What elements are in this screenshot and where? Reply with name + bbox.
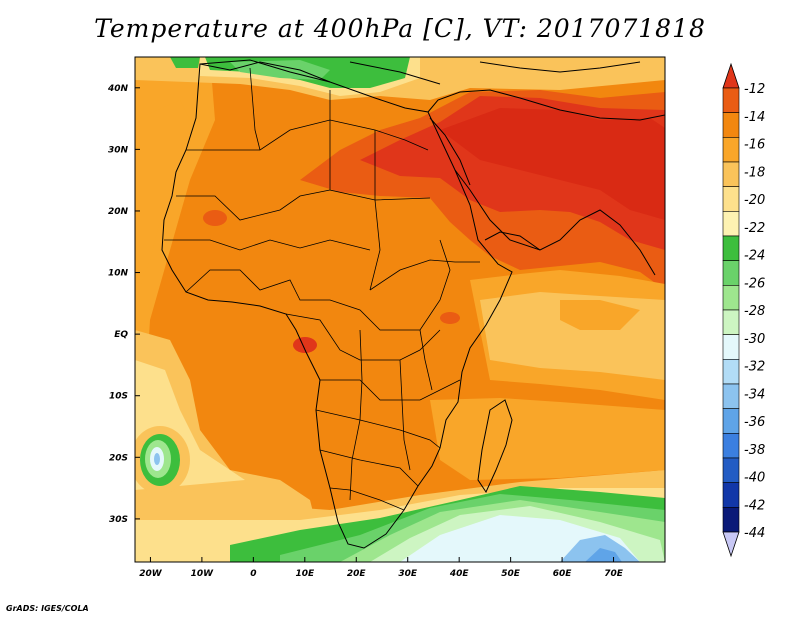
colorbar-label: -44 bbox=[744, 526, 765, 541]
colorbar-box bbox=[722, 433, 740, 459]
colorbar-box bbox=[722, 408, 740, 434]
colorbar-label: -30 bbox=[744, 332, 765, 347]
country-borders bbox=[164, 67, 480, 511]
colorbar-label: -34 bbox=[744, 387, 765, 402]
colorbar-bottom-arrow bbox=[722, 531, 740, 558]
lat-label-30N: 30N bbox=[108, 145, 129, 155]
colorbar-box bbox=[722, 260, 740, 286]
colorbar-box bbox=[722, 457, 740, 483]
grads-credit: GrADS: IGES/COLA bbox=[6, 604, 89, 613]
colorbar-box bbox=[722, 383, 740, 409]
colorbar-box bbox=[722, 235, 740, 261]
lon-label-10E: 10E bbox=[295, 569, 315, 579]
colorbar-label: -12 bbox=[744, 82, 765, 97]
lat-label-10S: 10S bbox=[109, 392, 128, 402]
lon-label-10W: 10W bbox=[191, 569, 215, 579]
colorbar-top-arrow bbox=[722, 62, 740, 89]
colorbar-label: -32 bbox=[744, 360, 765, 375]
temperature-field bbox=[135, 57, 665, 562]
lon-label-20W: 20W bbox=[139, 569, 163, 579]
lon-label-40E: 40E bbox=[449, 569, 470, 579]
map-frame bbox=[134, 56, 666, 563]
colorbar-label: -14 bbox=[744, 110, 765, 125]
colorbar-box bbox=[722, 482, 740, 508]
lon-label-0: 0 bbox=[250, 569, 256, 579]
lat-label-20S: 20S bbox=[109, 453, 128, 463]
colorbar-box bbox=[722, 87, 740, 113]
chart-title: Temperature at 400hPa [C], VT: 201707181… bbox=[94, 14, 706, 43]
lon-label-20E: 20E bbox=[347, 569, 367, 579]
colorbar-label: -16 bbox=[744, 138, 765, 153]
colorbar-box bbox=[722, 211, 740, 237]
colorbar-box bbox=[722, 507, 740, 533]
colorbar-box bbox=[722, 161, 740, 187]
lon-label-50E: 50E bbox=[501, 569, 521, 579]
lon-label-60E: 60E bbox=[553, 569, 573, 579]
longitude-labels: 20W 10W 0 10E 20E 30E 40E 50E 60E 70E bbox=[139, 557, 624, 579]
colorbar-box bbox=[722, 309, 740, 335]
colorbar-box bbox=[722, 137, 740, 163]
colorbar-label: -22 bbox=[744, 221, 765, 236]
colorbar-label: -26 bbox=[744, 276, 765, 291]
lat-label-40N: 40N bbox=[107, 84, 129, 94]
lon-label-30E: 30E bbox=[398, 569, 418, 579]
colorbar-box bbox=[722, 186, 740, 212]
colorbar: -12 -14 -16 -18 -20 -22 -24 -26 -28 -30 -32 -34 -36 -… bbox=[722, 62, 765, 558]
colorbar-label: -38 bbox=[744, 443, 765, 458]
latitude-labels: 40N 30N 20N 10N EQ 10S 20S 30S bbox=[107, 84, 140, 525]
colorbar-label: -20 bbox=[744, 193, 765, 208]
colorbar-box bbox=[722, 112, 740, 138]
colorbar-label: -40 bbox=[744, 471, 765, 486]
lon-label-70E: 70E bbox=[604, 569, 624, 579]
lat-label-30S: 30S bbox=[109, 515, 128, 525]
colorbar-label: -28 bbox=[744, 304, 765, 319]
colorbar-label: -24 bbox=[744, 249, 765, 264]
lat-label-EQ: EQ bbox=[114, 330, 128, 340]
colorbar-label: -42 bbox=[744, 498, 765, 513]
coastlines bbox=[161, 59, 665, 549]
lat-label-20N: 20N bbox=[108, 207, 129, 217]
colorbar-box bbox=[722, 285, 740, 311]
colorbar-box bbox=[722, 359, 740, 385]
lat-label-10N: 10N bbox=[108, 269, 129, 279]
colorbar-label: -18 bbox=[744, 165, 765, 180]
colorbar-box bbox=[722, 334, 740, 360]
colorbar-label: -36 bbox=[744, 415, 765, 430]
